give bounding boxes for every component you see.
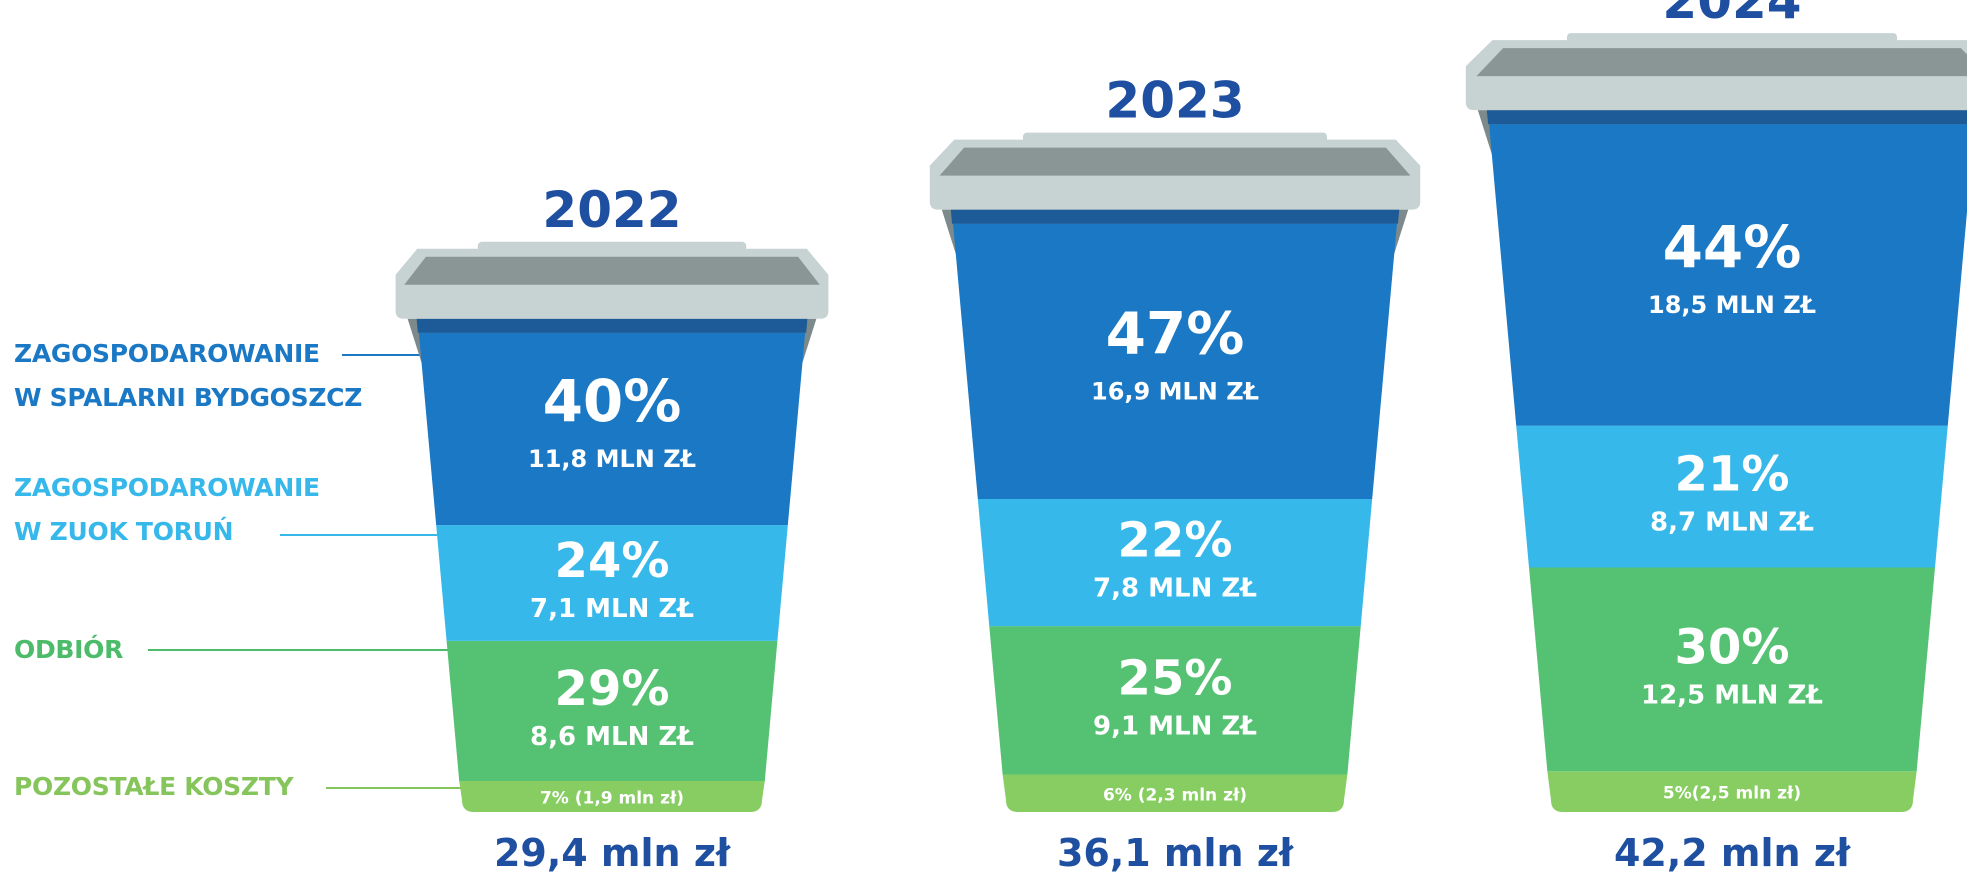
segment-zuok-2022 <box>436 525 788 641</box>
legend-label-incineration: ZAGOSPODAROWANIE W SPALARNI BYDGOSZCZ <box>14 332 362 420</box>
segment-percent-incineration-2022: 40% <box>543 367 682 435</box>
bin-lid-2022 <box>395 241 829 319</box>
segment-percent-zuok-2024: 21% <box>1675 447 1790 503</box>
legend-label-other-costs-line1: POZOSTAŁE KOSZTY <box>14 772 294 801</box>
bin-lid-2023 <box>929 132 1421 210</box>
legend-label-zuok-line1: ZAGOSPODAROWANIE <box>14 473 320 502</box>
bins: 2022 40% 11,8 MLN ZŁ 24% 7,1 MLN ZŁ 29% 8,6 ML… <box>395 0 1967 875</box>
segment-other-2024 <box>1547 771 1917 812</box>
segment-incineration-2024 <box>1489 124 1967 426</box>
bin-2022: 2022 40% 11,8 MLN ZŁ 24% 7,1 MLN ZŁ 29% 8,6 ML… <box>395 181 829 875</box>
bin-2024: 2024 44% 18,5 MLN ZŁ 21% 8,7 MLN ZŁ 30% 12,5 M… <box>1465 0 1967 875</box>
segment-amount-collection-2024: 12,5 MLN ZŁ <box>1641 680 1823 710</box>
legend-label-incineration-line1: ZAGOSPODAROWANIE <box>14 339 320 368</box>
total-label-2023: 36,1 mln zł <box>1057 831 1294 875</box>
total-label-2024: 42,2 mln zł <box>1614 831 1851 875</box>
segment-inline-label-other-2023: 6% (2,3 mln zł) <box>1103 785 1247 805</box>
segment-amount-zuok-2024: 8,7 MLN ZŁ <box>1650 508 1814 538</box>
bin-rim-band-2023 <box>950 209 1400 224</box>
segment-percent-collection-2024: 30% <box>1675 619 1790 675</box>
lid-top-surface-2023 <box>939 147 1411 176</box>
segment-zuok-2024 <box>1516 425 1948 568</box>
segment-inline-label-other-2024: 5%(2,5 mln zł) <box>1663 784 1801 804</box>
legend-label-collection-line1: ODBIÓR <box>14 635 124 664</box>
legend-label-collection: ODBIÓR <box>14 628 123 672</box>
segment-amount-incineration-2023: 16,9 MLN ZŁ <box>1091 377 1259 405</box>
segment-other-2023 <box>1002 774 1348 812</box>
segment-zuok-2023 <box>977 499 1373 627</box>
segment-amount-zuok-2023: 7,8 MLN ZŁ <box>1093 574 1257 604</box>
segment-percent-collection-2022: 29% <box>555 661 670 717</box>
segment-percent-zuok-2023: 22% <box>1118 513 1233 569</box>
segment-collection-2024 <box>1528 567 1936 772</box>
segment-amount-zuok-2022: 7,1 MLN ZŁ <box>530 594 694 624</box>
legend-label-incineration-line2: W SPALARNI BYDGOSZCZ <box>14 383 363 412</box>
year-label-2022: 2022 <box>542 181 681 239</box>
segment-amount-incineration-2022: 11,8 MLN ZŁ <box>528 445 696 473</box>
segment-collection-2023 <box>989 626 1361 775</box>
segment-incineration-2022 <box>418 332 806 526</box>
segment-incineration-2023 <box>953 223 1397 500</box>
segment-amount-collection-2023: 9,1 MLN ZŁ <box>1093 711 1257 741</box>
legend-label-zuok-line2: W ZUOK TORUŃ <box>14 517 234 546</box>
lid-top-surface-2024 <box>1476 48 1967 77</box>
year-label-2024: 2024 <box>1662 0 1801 30</box>
segment-percent-incineration-2023: 47% <box>1106 299 1245 367</box>
bin-rim-band-2022 <box>416 318 808 333</box>
bin-lid-2024 <box>1465 33 1967 111</box>
segment-collection-2022 <box>446 640 778 782</box>
segment-percent-zuok-2022: 24% <box>555 533 670 589</box>
segment-amount-incineration-2024: 18,5 MLN ZŁ <box>1648 291 1816 319</box>
lid-top-surface-2022 <box>404 256 820 285</box>
segment-other-2022 <box>459 781 765 812</box>
year-label-2023: 2023 <box>1105 72 1244 130</box>
segment-percent-collection-2023: 25% <box>1118 650 1233 706</box>
bin-rim-band-2024 <box>1486 110 1967 125</box>
legend-label-other-costs: POZOSTAŁE KOSZTY <box>14 765 294 809</box>
segment-amount-collection-2022: 8,6 MLN ZŁ <box>530 722 694 752</box>
total-label-2022: 29,4 mln zł <box>494 831 731 875</box>
legend-label-zuok: ZAGOSPODAROWANIE W ZUOK TORUŃ <box>14 466 320 554</box>
legend-connector-lines <box>148 354 462 789</box>
bin-2023: 2023 47% 16,9 MLN ZŁ 22% 7,8 MLN ZŁ 25% 9,1 ML… <box>929 72 1421 875</box>
segment-percent-incineration-2024: 44% <box>1663 213 1802 281</box>
segment-inline-label-other-2022: 7% (1,9 mln zł) <box>540 789 684 809</box>
